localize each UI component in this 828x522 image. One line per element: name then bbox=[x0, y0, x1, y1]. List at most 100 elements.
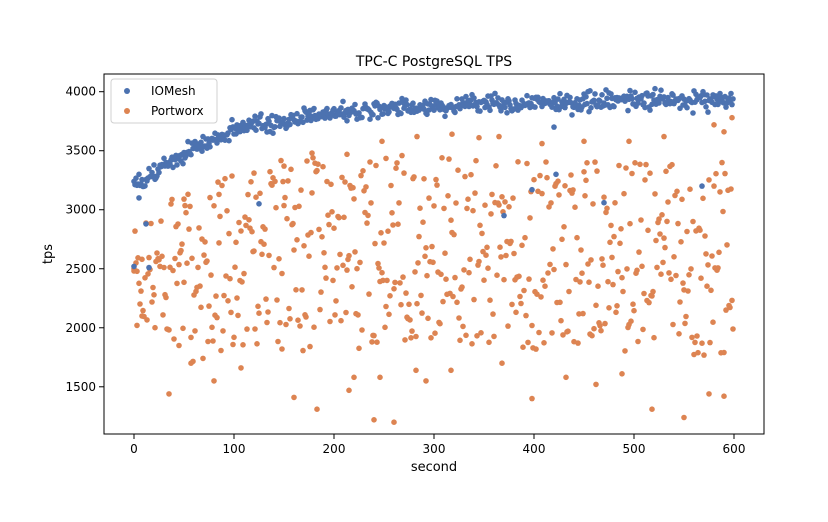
data-point-portworx bbox=[253, 194, 259, 200]
data-point-portworx bbox=[297, 323, 303, 329]
data-point-iomesh bbox=[454, 96, 460, 102]
data-point-portworx bbox=[593, 381, 599, 388]
data-point-portworx bbox=[168, 201, 174, 207]
data-point-portworx bbox=[636, 249, 642, 255]
data-point-portworx bbox=[494, 272, 500, 279]
data-point-portworx bbox=[169, 196, 175, 203]
data-point-portworx bbox=[663, 168, 669, 175]
data-point-portworx bbox=[479, 230, 485, 237]
data-point-portworx bbox=[544, 174, 550, 181]
data-point-iomesh bbox=[370, 111, 376, 118]
data-point-portworx bbox=[585, 261, 591, 267]
data-point-iomesh bbox=[142, 183, 148, 189]
data-point-portworx bbox=[360, 168, 366, 174]
data-point-portworx bbox=[502, 199, 508, 205]
data-point-portworx bbox=[574, 234, 580, 241]
data-point-portworx bbox=[581, 138, 587, 145]
data-point-portworx bbox=[303, 314, 309, 320]
data-point-portworx bbox=[283, 321, 289, 328]
data-point-portworx bbox=[529, 322, 535, 329]
data-point-iomesh bbox=[502, 104, 508, 111]
data-point-portworx bbox=[476, 258, 482, 265]
data-point-portworx bbox=[406, 301, 412, 308]
legend-box bbox=[110, 78, 218, 124]
data-point-portworx bbox=[355, 312, 361, 318]
chart-title: TPC-C PostgreSQL TPS bbox=[355, 54, 512, 70]
data-point-portworx bbox=[333, 298, 339, 304]
data-point-iomesh bbox=[599, 92, 605, 98]
data-point-portworx bbox=[259, 251, 265, 258]
data-point-portworx bbox=[311, 324, 317, 331]
data-point-portworx bbox=[266, 252, 272, 259]
data-point-portworx bbox=[445, 193, 451, 199]
data-point-iomesh bbox=[699, 183, 705, 189]
data-point-iomesh bbox=[588, 105, 594, 111]
data-point-portworx bbox=[262, 226, 268, 232]
data-point-portworx bbox=[703, 251, 709, 257]
data-point-portworx bbox=[719, 159, 725, 166]
data-point-portworx bbox=[658, 271, 664, 278]
data-point-portworx bbox=[334, 265, 340, 271]
data-point-portworx bbox=[476, 134, 482, 141]
data-point-portworx bbox=[432, 330, 438, 337]
data-point-portworx bbox=[566, 288, 572, 295]
data-point-portworx bbox=[649, 406, 655, 413]
data-point-portworx bbox=[284, 215, 290, 222]
x-tick-label: 200 bbox=[323, 442, 346, 456]
data-point-portworx bbox=[619, 274, 625, 281]
data-point-portworx bbox=[548, 200, 554, 206]
data-point-portworx bbox=[449, 131, 455, 137]
data-point-portworx bbox=[352, 249, 358, 255]
data-point-portworx bbox=[383, 303, 389, 310]
data-point-portworx bbox=[236, 219, 242, 226]
data-point-portworx bbox=[417, 205, 423, 211]
data-point-portworx bbox=[304, 158, 310, 164]
data-point-portworx bbox=[594, 168, 600, 174]
data-point-portworx bbox=[590, 201, 596, 207]
data-point-portworx bbox=[465, 196, 471, 202]
data-point-portworx bbox=[160, 312, 166, 318]
data-point-portworx bbox=[163, 294, 169, 301]
data-point-portworx bbox=[632, 160, 638, 166]
data-point-portworx bbox=[277, 319, 283, 326]
data-point-iomesh bbox=[561, 96, 567, 103]
data-point-iomesh bbox=[442, 113, 448, 120]
data-point-iomesh bbox=[258, 111, 264, 117]
data-point-portworx bbox=[624, 266, 630, 272]
x-tick-label: 400 bbox=[523, 442, 546, 456]
data-point-portworx bbox=[523, 312, 529, 319]
data-point-iomesh bbox=[253, 127, 259, 133]
data-point-portworx bbox=[503, 252, 509, 259]
data-point-portworx bbox=[374, 339, 380, 346]
data-point-portworx bbox=[705, 262, 711, 268]
data-point-portworx bbox=[261, 241, 267, 247]
data-point-portworx bbox=[529, 395, 535, 402]
data-point-iomesh bbox=[398, 110, 404, 117]
data-point-portworx bbox=[642, 177, 648, 183]
data-point-portworx bbox=[645, 227, 651, 234]
data-point-portworx bbox=[701, 352, 707, 358]
data-point-portworx bbox=[178, 247, 184, 254]
data-point-portworx bbox=[468, 171, 474, 178]
data-point-portworx bbox=[229, 173, 235, 179]
data-point-portworx bbox=[721, 393, 727, 400]
data-point-portworx bbox=[561, 224, 567, 230]
data-point-iomesh bbox=[611, 103, 617, 110]
data-point-portworx bbox=[438, 271, 444, 278]
data-point-portworx bbox=[481, 277, 487, 284]
x-tick-label: 100 bbox=[223, 442, 246, 456]
data-point-portworx bbox=[579, 270, 585, 277]
data-point-portworx bbox=[534, 291, 540, 298]
data-points bbox=[131, 85, 736, 426]
data-point-portworx bbox=[239, 279, 245, 285]
data-point-portworx bbox=[601, 194, 607, 200]
data-point-portworx bbox=[643, 161, 649, 168]
data-point-portworx bbox=[337, 251, 343, 258]
data-point-iomesh bbox=[272, 124, 278, 130]
data-point-portworx bbox=[637, 161, 643, 168]
data-point-iomesh bbox=[608, 91, 614, 97]
data-point-portworx bbox=[291, 394, 297, 401]
data-point-portworx bbox=[187, 203, 193, 210]
data-point-portworx bbox=[485, 265, 491, 272]
data-point-portworx bbox=[723, 307, 729, 313]
